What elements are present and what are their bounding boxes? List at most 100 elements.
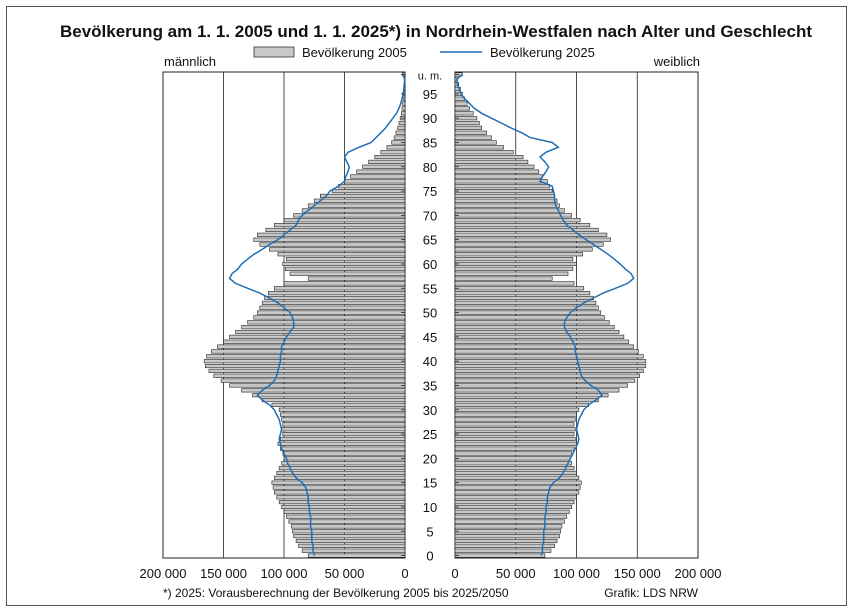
male-bar-2005 [259, 242, 406, 247]
male-bar-2005 [272, 485, 406, 490]
male-x-tick-label: 200 000 [140, 566, 187, 581]
male-bar-2005 [282, 432, 406, 437]
male-bar-2005 [277, 252, 406, 257]
bars-2005 [203, 72, 647, 558]
male-bar-2005 [278, 466, 406, 471]
male-bar-2005 [208, 368, 406, 373]
legend-label-2025: Bevölkerung 2025 [490, 45, 595, 60]
female-bar-2005 [454, 402, 589, 407]
male-bar-2005 [229, 383, 406, 388]
female-bar-2005 [454, 291, 591, 296]
female-bar-2005 [454, 120, 480, 126]
male-bar-2005 [393, 135, 406, 140]
male-bar-2005 [247, 320, 406, 325]
age-tick-label: 20 [423, 451, 437, 466]
female-bar-2005 [454, 286, 585, 291]
age-tick-label: 50 [423, 306, 437, 321]
female-bar-2005 [454, 388, 620, 393]
female-bar-2005 [454, 339, 630, 344]
age-tick-label: 0 [426, 549, 433, 564]
male-bar-2005 [283, 456, 406, 461]
female-bar-2005 [454, 150, 514, 155]
female-bar-2005 [454, 101, 468, 106]
female-bar-2005 [454, 232, 608, 237]
male-bar-2005 [252, 393, 406, 398]
female-bar-2005 [454, 281, 575, 286]
female-bar-2005 [454, 422, 575, 427]
female-bar-2005 [454, 456, 571, 461]
female-bar-2005 [454, 514, 568, 519]
male-bar-2005 [292, 529, 406, 534]
female-bar-2005 [454, 130, 487, 135]
female-bar-2005 [454, 504, 572, 510]
chart-frame [6, 6, 847, 606]
male-bar-2005 [307, 276, 406, 281]
female-bar-2005 [454, 295, 594, 301]
male-bar-2005 [213, 373, 406, 378]
female-x-tick-label: 0 [451, 566, 458, 581]
female-bar-2005 [454, 169, 540, 174]
female-bar-2005 [454, 509, 570, 514]
age-tick-label: 90 [423, 111, 437, 126]
male-bar-2005 [307, 553, 406, 558]
age-tick-label: 10 [423, 500, 437, 515]
female-bar-2005 [454, 310, 602, 315]
male-bar-2005 [398, 120, 406, 126]
male-bar-2005 [274, 286, 406, 291]
male-bar-2005 [235, 329, 406, 335]
female-bar-2005 [454, 441, 577, 446]
age-tick-label: 65 [423, 233, 437, 248]
age-tick-label: 45 [423, 330, 437, 345]
male-bar-2005 [280, 446, 406, 451]
male-bar-2005 [313, 198, 406, 203]
male-bar-2005 [386, 145, 406, 150]
male-bar-2005 [288, 519, 406, 524]
male-bar-2005 [280, 412, 406, 417]
age-tick-label: u. m. [418, 70, 442, 82]
age-tick-label: 40 [423, 354, 437, 369]
male-bar-2005 [289, 271, 406, 276]
female-bar-2005 [454, 446, 575, 451]
female-bar-2005 [454, 529, 562, 534]
female-bar-2005 [454, 203, 560, 208]
female-bar-2005 [454, 329, 620, 335]
male-bar-2005 [264, 295, 406, 301]
female-bar-2005 [454, 378, 636, 383]
male-bar-2005 [380, 150, 406, 155]
male-bar-2005 [282, 451, 406, 456]
female-bar-2005 [454, 432, 575, 437]
male-bar-2005 [395, 130, 406, 135]
female-bar-2005 [454, 495, 577, 500]
female-bar-2005 [454, 111, 474, 116]
female-x-tick-label: 150 000 [614, 566, 661, 581]
male-x-tick-label: 150 000 [200, 566, 247, 581]
female-bar-2005 [454, 407, 580, 412]
female-bar-2005 [454, 393, 609, 398]
female-bar-2005 [454, 227, 599, 232]
male-bar-2005 [211, 349, 406, 354]
female-bar-2005 [454, 184, 551, 189]
female-bar-2005 [454, 553, 546, 558]
female-bar-2005 [454, 305, 599, 310]
female-bar-2005 [454, 125, 483, 130]
female-bar-2005 [454, 213, 572, 218]
female-bar-2005 [454, 417, 576, 422]
female-bar-2005 [454, 223, 591, 228]
age-tick-label: 70 [423, 208, 437, 223]
female-bar-2005 [454, 193, 555, 198]
male-bar-2005 [241, 325, 406, 330]
male-bar-2005 [283, 218, 406, 223]
age-tick-label: 30 [423, 403, 437, 418]
male-bar-2005 [269, 247, 406, 252]
female-bar-2005 [454, 179, 548, 184]
male-bar-2005 [374, 155, 406, 160]
female-bar-2005 [454, 412, 577, 417]
female-bar-2005 [454, 252, 583, 257]
male-bar-2005 [284, 266, 406, 271]
male-bar-2005 [293, 534, 406, 539]
male-bar-2005 [290, 524, 406, 529]
age-tick-label: 25 [423, 427, 437, 442]
female-bar-2005 [454, 174, 543, 179]
female-bar-2005 [454, 524, 563, 529]
